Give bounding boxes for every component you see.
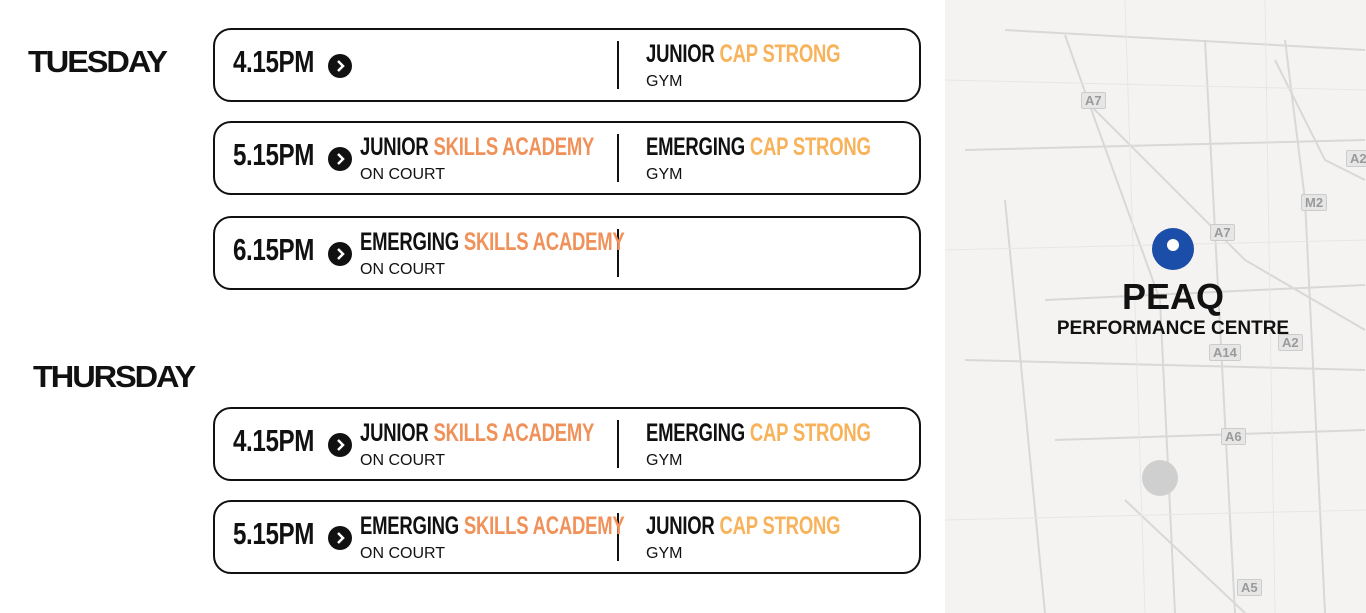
location: GYM <box>646 545 683 562</box>
program: JUNIOR SKILLS ACADEMY <box>360 419 594 448</box>
location-wrap: ON COURT <box>360 166 445 184</box>
program: JUNIOR CAP STRONG <box>646 40 841 69</box>
program-level: JUNIOR <box>360 133 429 161</box>
program-name: SKILLS ACADEMY <box>463 512 625 540</box>
program-level: EMERGING <box>646 419 745 447</box>
program-name: CAP STRONG <box>749 419 871 447</box>
arrow-icon <box>328 54 352 78</box>
time-wrap: 5.15PM <box>233 137 314 173</box>
location-wrap: GYM <box>646 452 682 470</box>
program: JUNIOR CAP STRONG <box>646 512 841 541</box>
program-level: EMERGING <box>360 512 459 540</box>
time-wrap: 4.15PM <box>233 44 314 80</box>
road-label: A2 <box>1346 150 1366 167</box>
location-wrap: GYM <box>646 166 682 184</box>
map <box>945 0 1366 613</box>
divider <box>617 41 619 89</box>
divider <box>617 513 619 561</box>
road-label: A14 <box>1209 344 1241 361</box>
divider <box>617 420 619 468</box>
day-wrap: THURSDAY <box>33 359 196 395</box>
arrow-icon <box>328 433 352 457</box>
location: ON COURT <box>360 452 446 469</box>
program-name: SKILLS ACADEMY <box>433 133 595 161</box>
location: GYM <box>646 166 683 183</box>
road-label: A2 <box>1278 334 1303 351</box>
location: GYM <box>646 452 683 469</box>
program-level: EMERGING <box>646 133 745 161</box>
location: ON COURT <box>360 166 446 183</box>
session: 6.15PM EMERGING SKILLS ACADEMY ON COURT <box>213 216 921 290</box>
program-name: CAP STRONG <box>719 40 841 68</box>
time: 5.15PM <box>233 516 314 551</box>
time-wrap: 6.15PM <box>233 232 314 268</box>
location: GYM <box>646 73 683 90</box>
arrow-icon <box>328 242 352 266</box>
arrow-icon <box>328 526 352 550</box>
day-label: TUESDAY <box>28 44 168 79</box>
time: 5.15PM <box>233 137 314 172</box>
time: 6.15PM <box>233 232 314 267</box>
program-level: JUNIOR <box>646 40 715 68</box>
day-label: THURSDAY <box>33 359 196 394</box>
location-wrap: GYM <box>646 545 682 563</box>
road-label: A5 <box>1237 579 1262 596</box>
program: EMERGING CAP STRONG <box>646 133 871 162</box>
road-label: A7 <box>1210 224 1235 241</box>
program-name: SKILLS ACADEMY <box>463 228 625 256</box>
location-wrap: ON COURT <box>360 545 445 563</box>
road-label: M2 <box>1301 194 1328 211</box>
program: EMERGING SKILLS ACADEMY <box>360 228 625 257</box>
location-wrap: GYM <box>646 73 682 91</box>
session: 4.15PM JUNIOR CAP STRONG GYM <box>213 28 921 102</box>
divider <box>617 229 619 277</box>
location: ON COURT <box>360 545 446 562</box>
location: ON COURT <box>360 261 446 278</box>
program-name: CAP STRONG <box>719 512 841 540</box>
divider <box>617 134 619 182</box>
program-level: JUNIOR <box>646 512 715 540</box>
program: EMERGING CAP STRONG <box>646 419 871 448</box>
day-wrap: TUESDAY <box>28 44 168 80</box>
program-level: JUNIOR <box>360 419 429 447</box>
program: JUNIOR SKILLS ACADEMY <box>360 133 594 162</box>
road-label: A6 <box>1221 428 1246 445</box>
session: 5.15PM EMERGING SKILLS ACADEMY ON COURT JUN… <box>213 500 921 574</box>
session: 4.15PM JUNIOR SKILLS ACADEMY ON COURT EMERG… <box>213 407 921 481</box>
time-wrap: 5.15PM <box>233 516 314 552</box>
location-wrap: ON COURT <box>360 452 445 470</box>
map-subtitle: PERFORMANCE CENTRE <box>1056 318 1290 339</box>
arrow-icon <box>328 147 352 171</box>
time: 4.15PM <box>233 423 314 458</box>
time: 4.15PM <box>233 44 314 79</box>
time-wrap: 4.15PM <box>233 423 314 459</box>
road-label: A7 <box>1081 92 1106 109</box>
session: 5.15PM JUNIOR SKILLS ACADEMY ON COURT EMERG… <box>213 121 921 195</box>
program: EMERGING SKILLS ACADEMY <box>360 512 625 541</box>
location-wrap: ON COURT <box>360 261 445 279</box>
program-name: SKILLS ACADEMY <box>433 419 595 447</box>
program-level: EMERGING <box>360 228 459 256</box>
map-title: PEAQ <box>1121 276 1225 317</box>
program-name: CAP STRONG <box>749 133 871 161</box>
